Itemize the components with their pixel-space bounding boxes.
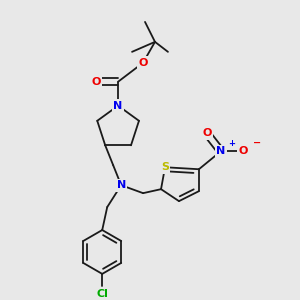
Text: O: O [202, 128, 212, 138]
Text: +: + [228, 139, 235, 148]
Text: N: N [216, 146, 226, 156]
Text: S: S [161, 162, 169, 172]
Text: N: N [113, 100, 123, 111]
Text: O: O [92, 77, 101, 87]
Text: N: N [116, 180, 126, 190]
Text: Cl: Cl [96, 289, 108, 299]
Text: O: O [138, 58, 148, 68]
Text: O: O [238, 146, 248, 156]
Text: −: − [253, 138, 261, 148]
